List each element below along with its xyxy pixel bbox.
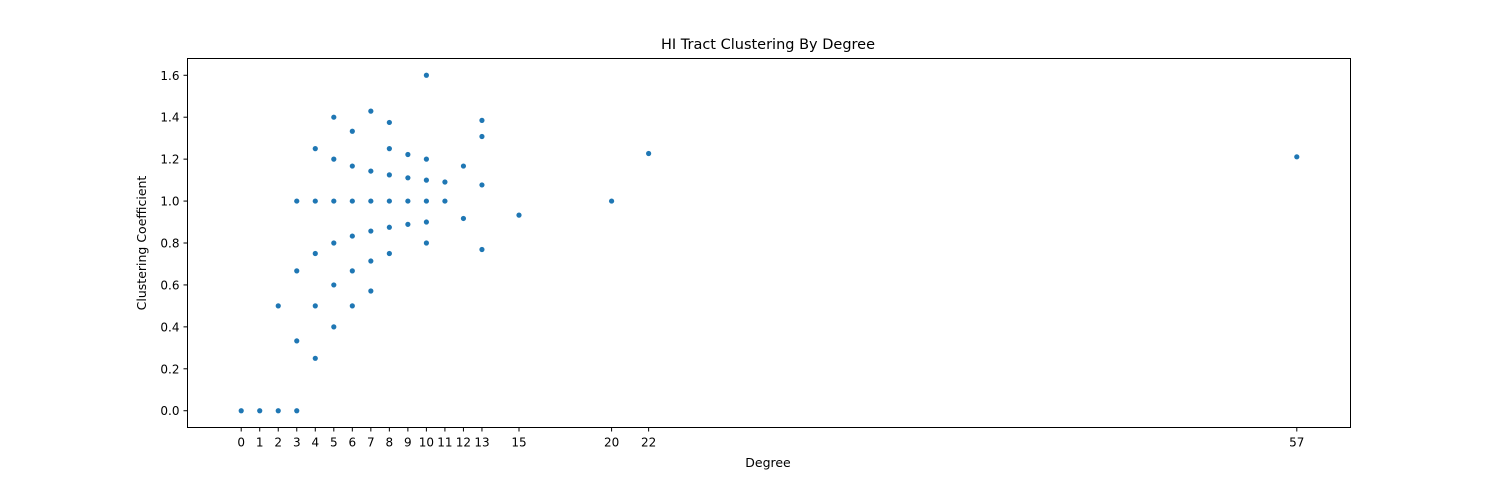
y-tick-label: 0.8: [160, 237, 179, 251]
x-tick-label: 2: [274, 436, 282, 450]
data-point: [349, 268, 355, 274]
plot-frame: [187, 58, 1351, 428]
data-point: [331, 114, 337, 120]
y-tick-label: 0.4: [160, 320, 179, 334]
data-point: [331, 240, 337, 246]
data-point: [479, 117, 485, 123]
data-point: [294, 198, 300, 204]
data-point: [331, 282, 337, 288]
y-tick-label: 0.0: [160, 404, 179, 418]
data-point: [312, 146, 318, 152]
data-point: [368, 288, 374, 294]
x-tick-label: 10: [419, 436, 434, 450]
data-point: [312, 250, 318, 257]
data-point: [423, 156, 429, 162]
x-tick-label: 13: [474, 436, 489, 450]
x-tick-label: 7: [367, 436, 375, 450]
data-point: [386, 224, 392, 230]
data-point: [275, 408, 281, 414]
x-tick-label: 22: [641, 436, 656, 450]
data-point: [368, 258, 374, 264]
data-point: [312, 303, 318, 309]
data-point: [294, 268, 300, 274]
chart-title: HI Tract Clustering By Degree: [661, 37, 875, 53]
x-tick-label: 0: [237, 436, 245, 450]
x-tick-label: 1: [256, 436, 264, 450]
y-axis-ticks: 0.0 0.2 0.4 0.6 0.8 1.0 1.2 1.4 1.6: [160, 69, 188, 418]
data-point: [368, 168, 374, 174]
y-tick-label: 1.0: [160, 195, 179, 209]
x-tick-label: 4: [311, 436, 319, 450]
data-point: [423, 219, 429, 225]
y-tick-label: 1.6: [160, 69, 179, 83]
data-point: [312, 355, 318, 361]
x-tick-label: 6: [348, 436, 356, 450]
data-point: [294, 338, 300, 344]
data-point: [646, 150, 652, 157]
data-point: [423, 198, 429, 204]
data-point: [349, 198, 355, 204]
data-point: [386, 172, 392, 178]
data-point: [479, 182, 485, 188]
data-point: [331, 156, 337, 162]
data-point: [331, 324, 337, 330]
data-point: [349, 233, 355, 239]
data-point: [349, 128, 355, 134]
data-point: [405, 175, 411, 181]
data-point: [423, 177, 429, 183]
data-point: [405, 221, 411, 227]
data-point: [386, 146, 392, 152]
data-point: [405, 151, 411, 158]
data-point: [442, 179, 448, 185]
data-point: [257, 408, 263, 414]
data-point: [275, 303, 281, 309]
data-point: [608, 198, 615, 204]
x-tick-label: 12: [456, 436, 471, 450]
y-tick-label: 1.4: [160, 111, 179, 125]
data-point: [423, 240, 429, 246]
data-point: [460, 215, 467, 222]
plot-area: [187, 58, 1351, 428]
x-axis-ticks: 0 1 2 3 4 5 6 7 8 9 10 11 12 13 15 20 22 57: [237, 427, 1304, 450]
y-tick-label: 0.6: [160, 278, 179, 292]
x-tick-label: 3: [293, 436, 301, 450]
x-tick-label: 8: [386, 436, 394, 450]
data-point: [386, 198, 392, 204]
data-point: [331, 198, 337, 204]
y-axis-label: Clustering Coefficient: [134, 176, 149, 311]
x-tick-label: 15: [511, 436, 526, 450]
y-tick-label: 0.2: [160, 362, 179, 376]
data-point: [460, 163, 467, 169]
data-point: [349, 163, 355, 169]
x-tick-label: 57: [1289, 436, 1304, 450]
data-point: [368, 228, 374, 234]
data-point: [386, 250, 392, 257]
x-tick-label: 9: [404, 436, 412, 450]
data-point: [423, 72, 429, 78]
data-point: [1294, 154, 1300, 160]
y-tick-label: 1.2: [160, 153, 179, 167]
data-point: [368, 108, 374, 114]
data-point: [479, 133, 485, 140]
data-point: [386, 119, 392, 126]
x-tick-label: 20: [604, 436, 619, 450]
data-point: [349, 303, 355, 309]
x-tick-label: 5: [330, 436, 338, 450]
data-point: [516, 212, 522, 218]
data-point: [312, 198, 318, 204]
data-point: [294, 408, 300, 414]
data-point: [405, 198, 411, 204]
x-axis-label: Degree: [745, 455, 791, 470]
data-point: [238, 408, 244, 414]
x-tick-label: 11: [437, 436, 452, 450]
data-points: [238, 72, 1300, 414]
data-point: [368, 198, 374, 204]
data-point: [479, 246, 485, 253]
data-point: [442, 198, 448, 204]
